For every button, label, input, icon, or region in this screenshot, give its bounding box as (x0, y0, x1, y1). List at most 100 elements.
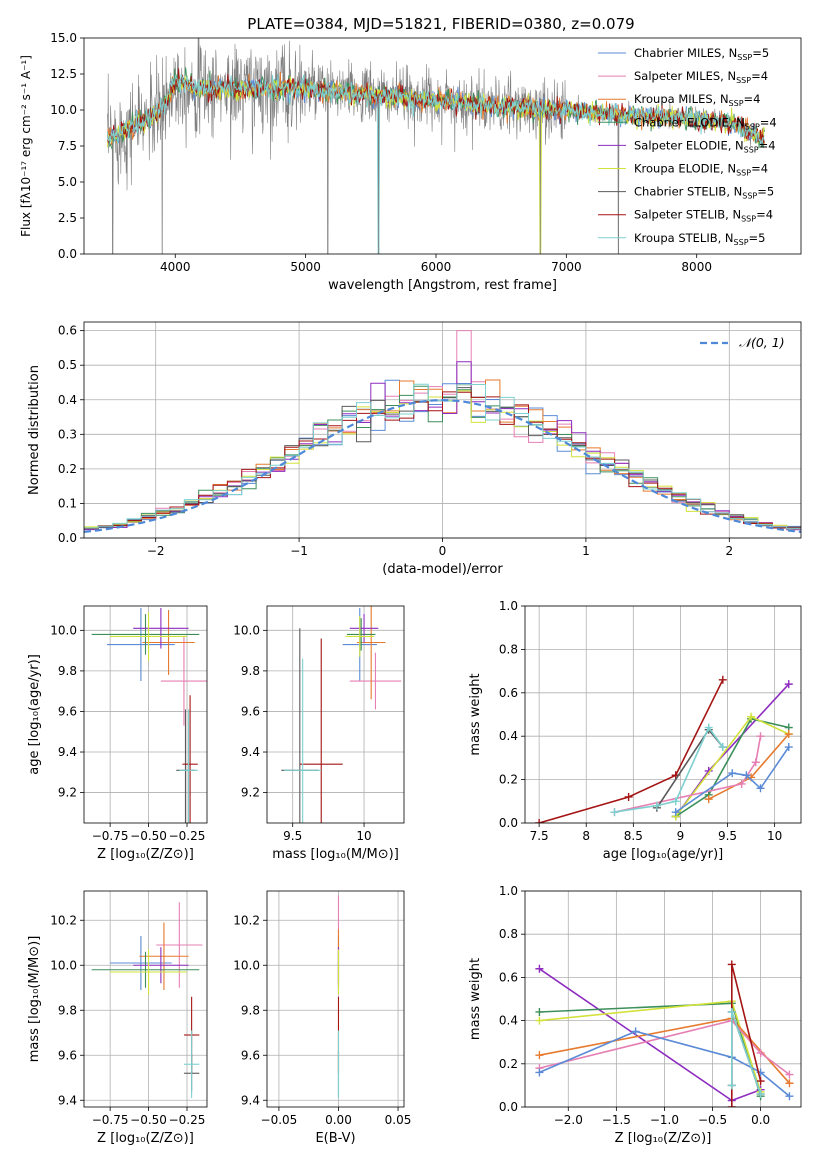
y-tick-label: 9.8 (58, 664, 77, 678)
x-tick-label: 6000 (421, 260, 452, 274)
legend-sub: SSP (734, 238, 749, 247)
spectrum-model-krou_elodie (107, 70, 765, 254)
point-salp_miles (756, 1049, 765, 1057)
x-tick-label: −1.0 (650, 1113, 679, 1127)
legend-label: Salpeter MILES, NSSP=4 (634, 69, 768, 85)
legend-sub: SSP (745, 122, 760, 131)
point-chab_miles (742, 771, 751, 780)
y-axis-label: mass [log₁₀(M/M⊙)] (27, 936, 42, 1063)
legend-val: =4 (756, 208, 773, 222)
y-tick-label: 10.0 (50, 958, 77, 972)
spectrum-y-axis-label: Flux [fλ10⁻¹⁷ erg cm⁻² s⁻¹ A⁻¹] (19, 55, 33, 237)
x-tick-label: −2 (147, 544, 165, 558)
y-tick-label: 0.0 (499, 816, 518, 830)
point-chab_miles (756, 784, 765, 793)
y-tick-label: 2.5 (58, 211, 77, 225)
y-tick-label: 9.6 (58, 1048, 77, 1062)
x-tick-label: 10 (356, 829, 371, 843)
x-tick-label: 0 (439, 544, 447, 558)
plot-area-mass_vs_Z (91, 902, 203, 1098)
y-tick-label: 0.6 (499, 686, 518, 700)
series-chab_elodie (675, 717, 789, 818)
x-tick-label: 8 (582, 829, 590, 843)
y-tick-label: 0.0 (499, 1100, 518, 1114)
x-tick-label: 7000 (551, 260, 582, 274)
point-chab_miles (671, 808, 680, 817)
x-axis-label: Z [log₁₀(Z/Z⊙)] (615, 1131, 712, 1146)
x-tick-label: −0.05 (261, 1113, 298, 1127)
x-tick-label: 0.05 (385, 1113, 412, 1127)
y-tick-label: 1.0 (499, 599, 518, 613)
point-chab_miles (784, 743, 793, 752)
x-tick-label: −0.25 (169, 1113, 206, 1127)
series-salp_miles (539, 1019, 790, 1076)
y-tick-label: 0.6 (499, 970, 518, 984)
axes-frame (83, 37, 802, 255)
legend-label: Salpeter ELODIE, NSSP=4 (634, 138, 776, 154)
y-tick-label: 0.8 (499, 927, 518, 941)
series-salp_miles (614, 736, 762, 813)
y-tick-label: 9.4 (241, 1093, 260, 1107)
point-salp_stelib (756, 1077, 765, 1086)
x-tick-label: −0.50 (130, 1113, 167, 1127)
spectrum-model-krou_stelib (107, 73, 765, 254)
point-salp_stelib (535, 819, 544, 823)
legend-models: Chabrier MILES, NSSP=5 Salpeter MILES, NS… (598, 46, 777, 247)
y-axis-label: mass weight (468, 673, 483, 755)
axes-mass_vs_ebv: −0.05 0.00 0.05 9.4 9.6 9.8 10.0 10.2 E(B-V) (233, 890, 412, 1146)
legend-label: Chabrier STELIB, NSSP=5 (634, 185, 774, 201)
x-tick-label: 9.5 (283, 829, 302, 843)
axes-age_vs_Z: −0.75 −0.50 −0.25 9.2 9.4 9.6 9.8 10.0 Z [log₁₀(… (27, 605, 208, 862)
legend-label: Kroupa ELODIE, NSSP=4 (634, 162, 768, 178)
y-tick-label: 0.0 (58, 247, 77, 261)
x-tick-label: 5000 (290, 260, 321, 274)
axes-weight_vs_Z: −2.0 −1.5 −1.0 −0.5 0.0 0.0 0.2 0.4 0.6 0.8 1.0 Z [… (468, 884, 802, 1146)
y-axis-label: age [log₁₀(age/yr)] (27, 654, 42, 775)
x-axis-label: age [log₁₀(age/yr)] (603, 847, 724, 862)
legend-val: =5 (757, 185, 774, 199)
y-tick-label: 0.4 (499, 1014, 518, 1028)
y-tick-label: 9.4 (58, 1093, 77, 1107)
gaussian-curve (84, 398, 801, 533)
y-tick-label: 0.3 (58, 427, 77, 441)
y-tick-label: 10.0 (50, 623, 77, 637)
y-tick-label: 0.2 (58, 462, 77, 476)
point-krou_stelib (610, 808, 619, 817)
y-tick-label: 9.4 (58, 745, 77, 759)
x-tick-label: 8000 (681, 260, 712, 274)
y-tick-label: 10.0 (233, 958, 260, 972)
x-tick-label: 1 (582, 544, 590, 558)
y-tick-label: 9.6 (241, 1048, 260, 1062)
y-tick-label: 10.2 (233, 913, 260, 927)
point-salp_stelib (727, 1103, 736, 1107)
axes-weight_vs_age: 7.5 8 8.5 9 9.5 10 0.0 0.2 0.4 0.6 0.8 1.0 age [log₁… (468, 599, 802, 862)
y-tick-label: 7.5 (58, 139, 77, 153)
point-salp_miles (737, 779, 746, 788)
y-tick-label: 0.4 (499, 729, 518, 743)
y-tick-label: 0.4 (58, 393, 77, 407)
point-krou_miles (784, 730, 793, 739)
x-tick-label: 0.0 (751, 1113, 770, 1127)
y-tick-label: 0.6 (58, 324, 77, 338)
plot-area-weight_vs_Z (535, 960, 794, 1107)
x-tick-label: −0.25 (169, 829, 206, 843)
point-krou_stelib (704, 723, 713, 732)
y-tick-label: 10.0 (233, 623, 260, 637)
legend-label: 𝒩(0, 1) (739, 335, 785, 350)
point-chab_miles (631, 1027, 640, 1036)
legend-sub: SSP (742, 192, 757, 201)
legend-label: Chabrier MILES, NSSP=5 (634, 46, 769, 62)
x-axis-label: E(B-V) (315, 1131, 355, 1146)
figure-title: PLATE=0384, MJD=51821, FIBERID=0380, z=0… (247, 15, 634, 33)
point-salp_stelib (727, 960, 736, 969)
series-krou_elodie (539, 1000, 762, 1093)
x-tick-label: −0.75 (92, 1113, 129, 1127)
legend-sub: SSP (741, 215, 756, 224)
point-salp_stelib (718, 675, 727, 684)
legend-sub: SSP (736, 169, 751, 178)
plot-area-spectrum (107, 38, 765, 254)
legend-label: Salpeter STELIB, NSSP=4 (634, 208, 773, 224)
y-tick-label: 10.0 (50, 103, 77, 117)
axes-frame (524, 890, 802, 1108)
y-tick-label: 9.2 (58, 786, 77, 800)
